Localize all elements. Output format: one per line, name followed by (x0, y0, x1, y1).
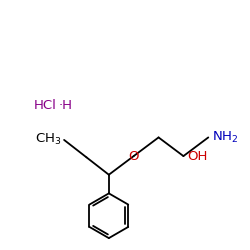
Text: HCl: HCl (34, 98, 57, 112)
Text: ·H: ·H (59, 98, 73, 112)
Text: NH$_2$: NH$_2$ (212, 130, 238, 145)
Text: OH: OH (187, 150, 208, 162)
Text: CH$_3$: CH$_3$ (35, 132, 62, 148)
Text: O: O (128, 150, 139, 162)
